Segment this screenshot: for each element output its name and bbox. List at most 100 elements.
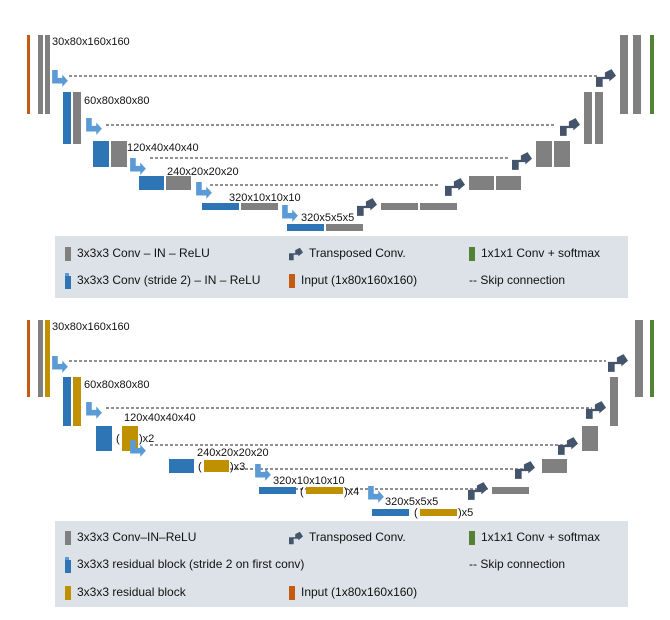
green-swatch — [469, 246, 475, 261]
conv-block — [595, 92, 603, 144]
shape-label: 240x20x20x20 — [197, 447, 269, 459]
strided-residual-block — [63, 377, 71, 426]
strided-conv-swatch — [65, 273, 71, 289]
shape-label: 120x40x40x40 — [127, 142, 199, 154]
conv-block — [420, 203, 457, 210]
legend-item-softmax: 1x1x1 Conv + softmax — [469, 246, 600, 261]
repeat-count: )x3 — [230, 461, 245, 473]
shape-label: 120x40x40x40 — [124, 412, 196, 424]
top-legend: 3x3x3 Conv – IN – ReLU Transposed Conv. … — [55, 236, 628, 298]
transposed-conv-icon — [289, 247, 303, 261]
input-block — [27, 320, 30, 397]
bottom-legend: 3x3x3 Conv–IN–ReLU Transposed Conv. 1x1x… — [55, 521, 628, 607]
shape-label: 320x5x5x5 — [301, 212, 354, 224]
strided-conv-block — [287, 224, 324, 231]
shape-label: 30x80x160x160 — [52, 36, 130, 48]
shape-label: 320x10x10x10 — [229, 192, 301, 204]
conv-block — [554, 141, 570, 167]
conv-block — [38, 320, 43, 397]
downsample-arrow — [52, 70, 68, 87]
conv-block — [111, 141, 127, 167]
transposed-conv-arrow — [596, 69, 616, 87]
strided-residual-block — [259, 487, 296, 494]
transposed-conv-arrow — [608, 354, 628, 372]
transposed-conv-arrow — [558, 437, 578, 455]
orange-swatch — [289, 585, 295, 600]
downsample-arrow — [86, 402, 102, 419]
transposed-conv-arrow — [560, 118, 580, 136]
downsample-arrow — [255, 464, 271, 481]
transposed-conv-icon — [289, 531, 303, 545]
downsample-arrow — [196, 182, 212, 199]
shape-label: 240x20x20x20 — [167, 166, 239, 178]
legend-label: Input (1x80x160x160) — [301, 585, 418, 599]
legend-item-transposed: Transposed Conv. — [289, 530, 406, 545]
residual-block — [73, 377, 81, 426]
conv-block — [326, 224, 363, 231]
legend-label: 3x3x3 Conv – IN – ReLU — [77, 246, 210, 260]
conv-block — [492, 487, 529, 494]
legend-label: Transposed Conv. — [309, 530, 406, 544]
transposed-conv-arrow — [445, 178, 465, 196]
legend-label: 1x1x1 Conv + softmax — [481, 246, 601, 260]
gray-swatch — [65, 530, 71, 545]
conv-block — [166, 176, 191, 190]
legend-label: 3x3x3 residual block — [77, 585, 186, 599]
legend-label: 3x3x3 Conv–IN–ReLU — [77, 530, 197, 544]
strided-residual-block — [96, 426, 112, 451]
input-block — [27, 35, 30, 114]
conv-block — [633, 35, 641, 114]
strided-residual-block — [169, 459, 194, 473]
repeat-count: )x5 — [458, 507, 473, 519]
transposed-conv-arrow — [515, 461, 535, 479]
legend-item-skip: -- Skip connection — [469, 557, 565, 571]
conv-block — [610, 377, 618, 426]
plain-unet: 30x80x160x160 60x80x80x80 120x40x40x40 2… — [27, 35, 654, 231]
strided-conv-block — [93, 141, 109, 167]
conv-block — [620, 35, 628, 114]
green-swatch — [469, 530, 475, 545]
legend-label: 3x3x3 Conv (stride 2) – IN – ReLU — [77, 273, 261, 288]
legend-item-input: Input (1x80x160x160) — [289, 585, 417, 600]
conv-block — [381, 203, 418, 210]
legend-item-skip: -- Skip connection — [469, 273, 565, 287]
legend-label: 1x1x1 Conv + softmax — [481, 530, 601, 544]
shape-label: 60x80x80x80 — [84, 95, 149, 107]
legend-label: 3x3x3 residual block (stride 2 on first … — [77, 557, 305, 572]
shape-label: 320x5x5x5 — [385, 496, 438, 508]
conv-block — [38, 35, 43, 114]
strided-residual-block — [372, 509, 409, 516]
legend-label: Transposed Conv. — [309, 246, 406, 260]
strided-conv-block — [139, 176, 164, 190]
shape-label: 30x80x160x160 — [52, 321, 130, 333]
repeat-open: ( — [116, 433, 120, 445]
downsample-arrow — [86, 118, 102, 135]
downsample-arrow — [52, 356, 68, 373]
conv-block — [635, 320, 643, 397]
repeat-open: ( — [198, 461, 202, 473]
repeat-open: ( — [300, 486, 304, 498]
residual-block — [306, 487, 343, 494]
gold-swatch — [65, 585, 71, 600]
legend-label: -- Skip connection — [469, 273, 566, 287]
strided-residual-swatch — [65, 557, 71, 573]
legend-item-strided: 3x3x3 Conv (stride 2) – IN – ReLU — [65, 273, 260, 289]
legend-label: -- Skip connection — [469, 557, 566, 571]
repeat-open: ( — [414, 507, 418, 519]
conv-block — [582, 426, 598, 451]
gray-swatch — [65, 246, 71, 261]
repeat-count: )x2 — [139, 433, 154, 445]
strided-conv-block — [63, 92, 71, 144]
conv-block — [45, 35, 50, 114]
downsample-arrow — [282, 205, 298, 222]
residual-unet: 30x80x160x160 60x80x80x80 ( )x2 120x40x4… — [27, 320, 654, 519]
strided-conv-block — [202, 203, 239, 210]
conv-block — [536, 141, 552, 167]
transposed-conv-arrow — [468, 482, 488, 500]
conv-block — [584, 92, 592, 144]
repeat-count: )x4 — [344, 486, 359, 498]
residual-block — [420, 509, 457, 516]
softmax-block — [650, 320, 654, 397]
conv-block — [496, 176, 521, 190]
